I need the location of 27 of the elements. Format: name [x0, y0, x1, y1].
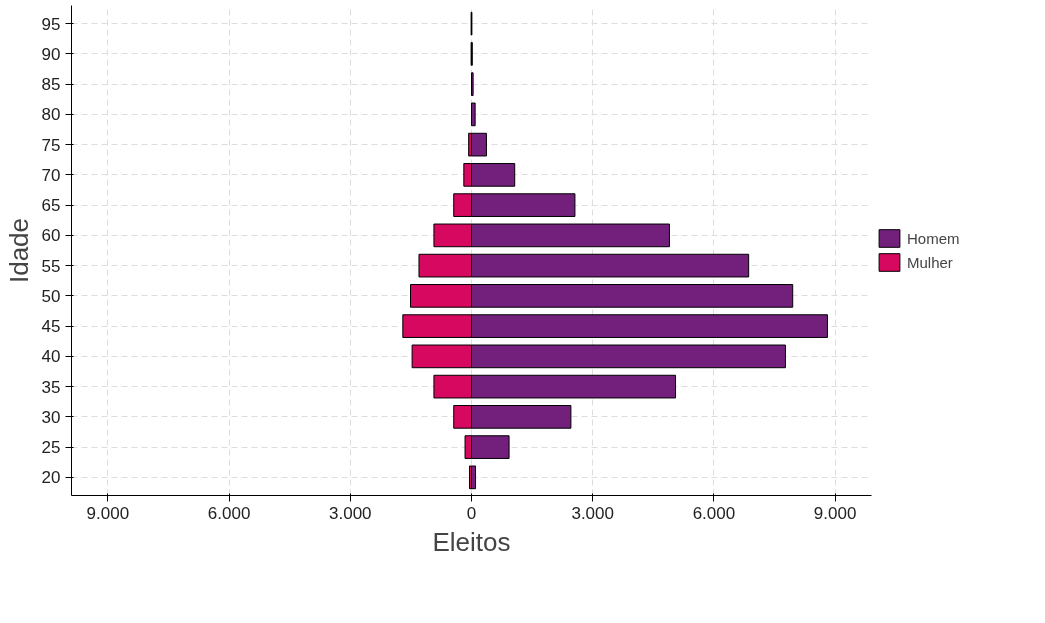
- y-tick-label: 25: [41, 438, 61, 458]
- y-tick-label: 60: [41, 226, 61, 246]
- y-tick-label: 20: [41, 468, 61, 488]
- y-tick-label: 75: [41, 135, 61, 155]
- y-tick-label: 65: [41, 196, 61, 216]
- x-tick-label: 3.000: [571, 503, 614, 523]
- y-tick-label: 70: [41, 165, 61, 185]
- x-tick-label: 6.000: [207, 503, 251, 523]
- x-tick-label: 0: [466, 503, 477, 523]
- y-tick-label: 35: [41, 377, 61, 397]
- y-axis-title: Idade: [3, 217, 34, 284]
- y-tick-label: 95: [41, 14, 61, 34]
- y-tick-label: 55: [41, 256, 61, 276]
- y-tick-label: 45: [41, 317, 61, 337]
- y-tick-label: 30: [41, 407, 61, 427]
- y-tick-label: 40: [41, 347, 61, 367]
- x-tick-label: 6.000: [692, 503, 736, 523]
- legend-label: Mulher: [907, 253, 954, 271]
- y-tick-label: 50: [41, 286, 61, 306]
- y-tick-label: 80: [41, 105, 61, 125]
- x-tick-label: 3.000: [329, 503, 372, 523]
- x-axis-title: Eleitos: [432, 526, 511, 557]
- x-tick-label: 9.000: [813, 503, 857, 523]
- y-tick-label: 85: [41, 75, 61, 95]
- legend-label: Homem: [907, 229, 961, 247]
- x-tick-label: 9.000: [86, 503, 130, 523]
- y-tick-label: 90: [41, 44, 61, 64]
